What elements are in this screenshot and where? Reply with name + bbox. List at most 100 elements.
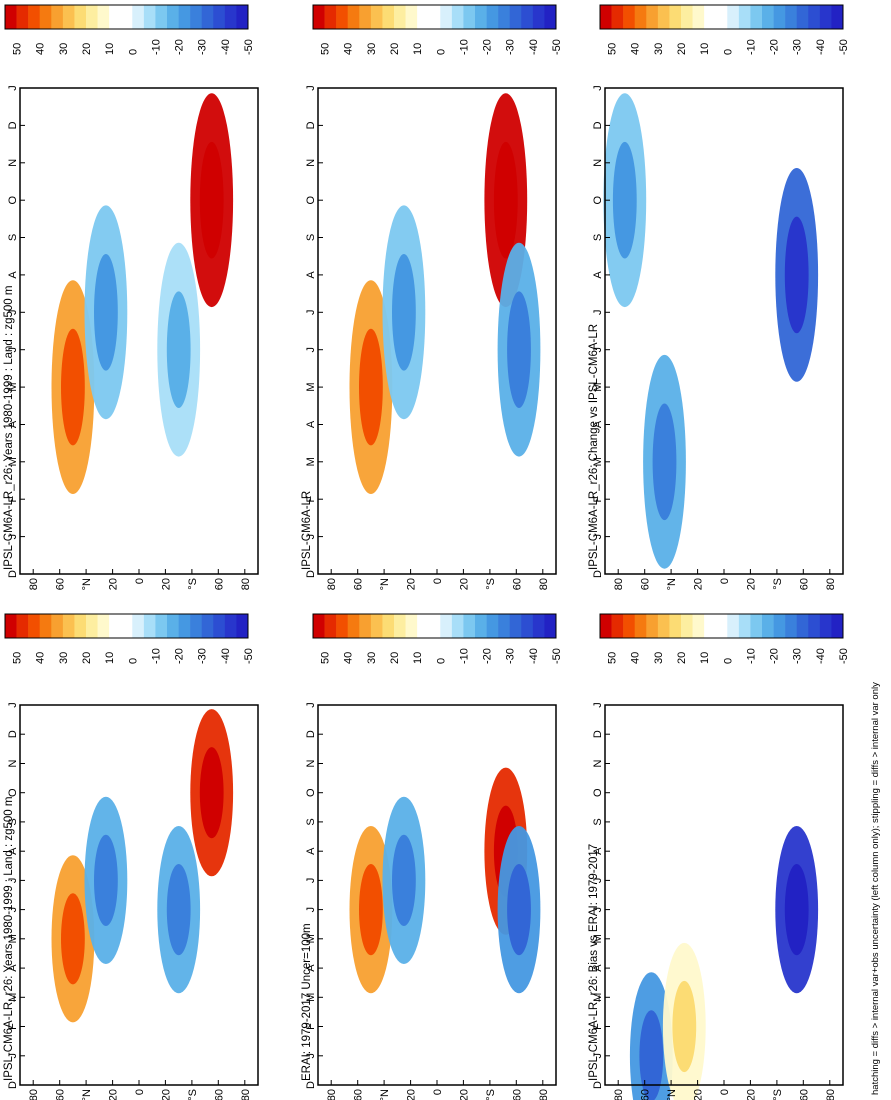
latitude-tick-label: 60 <box>640 1089 652 1100</box>
month-tick-label: N <box>305 159 317 167</box>
colorbar-swatch <box>132 614 145 638</box>
latitude-tick-label: 80 <box>28 1089 40 1100</box>
colorbar-swatch <box>634 5 647 29</box>
contour-core <box>61 893 85 985</box>
colorbar-swatch <box>236 5 249 29</box>
month-tick-label: O <box>592 195 604 204</box>
colorbar-tick-label: -20 <box>769 39 781 55</box>
colorbar-tick-label: -20 <box>769 648 781 664</box>
colorbar-swatch <box>236 614 249 638</box>
colorbar-swatch <box>715 5 728 29</box>
colorbar-tick-label: 0 <box>435 49 447 55</box>
colorbar-tick-label: 50 <box>12 652 24 664</box>
month-tick-label: J <box>592 347 604 353</box>
colorbar-tick-label: 0 <box>127 49 139 55</box>
month-tick-label: A <box>305 420 317 428</box>
month-tick-label: M <box>592 383 604 392</box>
colorbar-tick-label: -20 <box>482 39 494 55</box>
panel-title: IPSL-CM6A-LR_r26: Years 1980-1999 : Land… <box>3 797 15 1081</box>
latitude-tick-label: 60 <box>213 578 225 590</box>
latitude-tick-label: °S <box>485 578 497 590</box>
month-tick-label: J <box>7 347 19 353</box>
colorbar-swatch <box>190 5 203 29</box>
colorbar-mid-right: 50 40 30 20 10 0 -10 -20 -30 -40 -50 <box>4 613 255 664</box>
contour-core <box>639 1010 664 1100</box>
colorbar-swatch <box>681 5 693 29</box>
month-tick-label: M <box>7 934 19 943</box>
colorbar-tick-label: 30 <box>58 43 70 55</box>
contour-core <box>672 980 697 1073</box>
colorbar-swatch <box>132 5 145 29</box>
colorbar-tick-label: -30 <box>792 39 804 55</box>
colorbar-tick-label: -30 <box>505 39 517 55</box>
latitude-tick-label: 80 <box>825 578 837 590</box>
colorbar-swatch <box>382 614 395 638</box>
month-tick-label: J <box>7 1053 19 1059</box>
colorbar-swatch <box>669 5 682 29</box>
colorbar-swatch <box>336 5 349 29</box>
latitude-tick-label: 20 <box>108 1089 120 1100</box>
latitude-tick-label: 0 <box>432 578 444 584</box>
colorbar-swatch <box>213 5 226 29</box>
colorbar-swatch <box>773 614 786 638</box>
colorbar-tick-label: 40 <box>35 652 47 664</box>
colorbar-swatch <box>167 614 179 638</box>
month-tick-label: A <box>592 420 604 428</box>
month-tick-label: N <box>7 159 19 167</box>
month-tick-label: S <box>592 818 604 825</box>
month-tick-label: M <box>592 457 604 466</box>
colorbar-tick-label: 20 <box>81 43 93 55</box>
contour-core <box>493 141 518 259</box>
colorbar-swatch <box>521 614 534 638</box>
month-tick-label: J <box>7 534 19 540</box>
month-tick-label: M <box>592 934 604 943</box>
month-tick-label: J <box>592 878 604 884</box>
month-tick-label: S <box>7 818 19 825</box>
colorbar-swatch <box>796 5 809 29</box>
colorbar-swatch <box>109 614 122 638</box>
colorbar-swatch <box>201 5 214 29</box>
colorbar-swatch <box>336 614 349 638</box>
month-tick-label: O <box>7 195 19 204</box>
month-tick-label: J <box>592 310 604 316</box>
month-tick-label: M <box>305 383 317 392</box>
colorbar-swatch <box>86 5 98 29</box>
colorbar-tick-label: -10 <box>458 39 470 55</box>
latitude-tick-label: °N <box>81 578 93 590</box>
colorbar-tick-label: -50 <box>551 39 563 55</box>
colorbar-tick-label: -30 <box>197 648 209 664</box>
colorbar-swatch <box>600 5 612 29</box>
colorbar-tick-label: -10 <box>458 648 470 664</box>
colorbar-swatch <box>738 5 751 29</box>
colorbar-swatch <box>544 614 557 638</box>
colorbar-tick-label: 40 <box>630 652 642 664</box>
month-tick-label: O <box>7 788 19 797</box>
latitude-tick-label: 20 <box>108 578 120 590</box>
colorbar-swatch <box>155 5 168 29</box>
colorbar-tick-label: -50 <box>243 39 255 55</box>
month-tick-label: J <box>7 310 19 316</box>
colorbar-swatch <box>750 5 763 29</box>
colorbar-swatch <box>486 5 499 29</box>
colorbar-swatch <box>475 5 487 29</box>
colorbar-tick-label: -40 <box>220 39 232 55</box>
latitude-tick-label: 20 <box>160 578 172 590</box>
contour-core <box>507 864 531 956</box>
colorbar-tick-label: 0 <box>127 658 139 664</box>
month-tick-label: N <box>305 759 317 767</box>
colorbar-swatch <box>831 5 844 29</box>
colorbar-tick-label: -20 <box>174 648 186 664</box>
month-tick-label: J <box>7 85 19 91</box>
panel-title: IPSL-CM6A-LR_r26: Change vs IPSL-CM6A-LR <box>588 324 600 570</box>
latitude-tick-label: 0 <box>432 1089 444 1095</box>
colorbar-swatch <box>109 5 122 29</box>
colorbar-swatch <box>190 614 203 638</box>
month-tick-label: M <box>7 993 19 1002</box>
colorbar-swatch <box>62 614 75 638</box>
month-tick-label: N <box>592 159 604 167</box>
month-tick-label: O <box>305 195 317 204</box>
colorbar-swatch <box>324 5 337 29</box>
month-tick-label: J <box>305 907 317 913</box>
colorbar-swatch <box>532 614 545 638</box>
latitude-tick-label: °S <box>772 1089 784 1100</box>
